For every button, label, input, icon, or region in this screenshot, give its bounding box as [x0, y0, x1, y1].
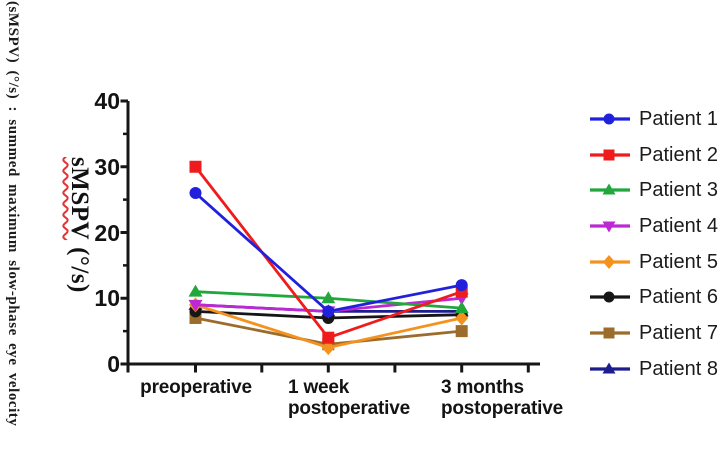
legend-item: Patient 4 — [588, 208, 725, 244]
legend-label: Patient 4 — [639, 214, 718, 237]
legend-item: Patient 3 — [588, 172, 725, 208]
legend: Patient 1 Patient 2 Patient 3 Patient 4 Pati… — [588, 101, 725, 387]
x-category-label-line: postoperative — [441, 398, 563, 419]
legend-label: Patient 2 — [639, 143, 718, 166]
legend-label: Patient 8 — [639, 357, 718, 380]
legend-label: Patient 7 — [639, 321, 718, 344]
x-category-label-line: 1 week — [288, 377, 350, 398]
legend-item: Patient 6 — [588, 279, 725, 315]
x-category-label-line: preoperative — [140, 377, 252, 398]
y-tick-label: 0 — [107, 351, 120, 377]
y-tick-label: 40 — [94, 88, 120, 114]
data-point-marker — [188, 299, 203, 312]
legend-label: Patient 1 — [639, 107, 718, 130]
legend-marker — [590, 113, 630, 125]
legend-marker-icon — [603, 113, 615, 125]
legend-item: Patient 2 — [588, 137, 725, 173]
legend-marker-icon — [603, 254, 615, 269]
legend-label: Patient 6 — [639, 286, 718, 309]
legend-item: Patient 5 — [588, 244, 725, 280]
legend-marker-icon — [602, 221, 616, 233]
legend-label: Patient 5 — [639, 250, 718, 273]
legend-marker — [590, 254, 630, 269]
data-point-marker — [455, 325, 468, 338]
data-point-marker — [455, 310, 469, 326]
legend-marker-icon — [603, 327, 615, 339]
legend-marker — [590, 221, 630, 233]
data-point-marker — [189, 187, 202, 200]
data-point-marker — [322, 331, 335, 344]
legend-marker — [590, 362, 630, 374]
x-category-label: 1 week postoperative — [288, 377, 410, 419]
legend-marker-icon — [602, 183, 616, 195]
x-category-label: preoperative — [96, 377, 296, 398]
x-category-label: 3 months postoperative — [441, 377, 563, 419]
legend-marker — [590, 327, 630, 339]
x-category-label-line: 3 months — [441, 377, 524, 398]
legend-item: Patient 1 — [588, 101, 725, 137]
y-tick-label: 20 — [94, 219, 120, 246]
legend-item: Patient 8 — [588, 351, 725, 387]
legend-marker — [590, 149, 630, 161]
y-tick-label: 30 — [94, 153, 120, 180]
data-point-marker — [322, 305, 335, 318]
x-category-label-line: postoperative — [288, 398, 410, 419]
data-point-marker — [454, 301, 469, 314]
legend-marker — [590, 183, 630, 195]
legend-marker-icon — [603, 291, 615, 303]
legend-item: Patient 7 — [588, 315, 725, 351]
legend-marker — [590, 291, 630, 303]
data-point-marker — [455, 279, 468, 292]
legend-label: Patient 3 — [639, 179, 718, 202]
data-point-marker — [321, 340, 335, 356]
data-point-marker — [188, 284, 203, 297]
data-point-marker — [321, 291, 336, 304]
legend-marker-icon — [602, 362, 616, 374]
y-tick-label: 10 — [94, 285, 120, 312]
legend-marker-icon — [603, 149, 615, 161]
axis-lines — [126, 101, 540, 366]
data-point-marker — [189, 160, 202, 173]
